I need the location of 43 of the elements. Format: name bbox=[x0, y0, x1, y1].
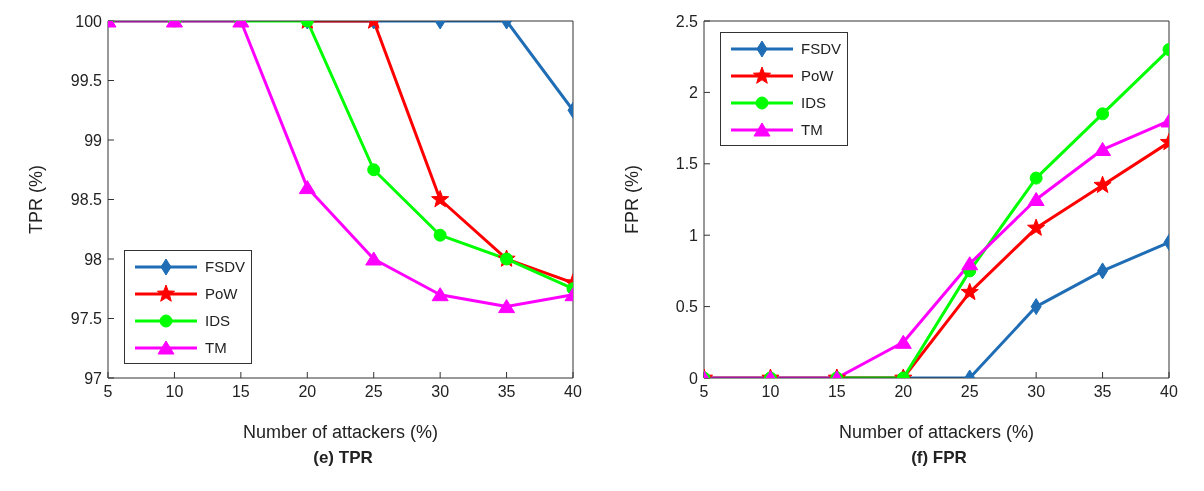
y-tick-label: 1 bbox=[689, 226, 699, 244]
x-tick-label: 20 bbox=[298, 383, 317, 401]
legend-label: PoW bbox=[205, 285, 238, 302]
legend-label: FSDV bbox=[801, 40, 842, 57]
y-tick-label: 98.5 bbox=[70, 191, 103, 209]
y-tick-label: 2 bbox=[689, 84, 699, 102]
x-tick-label: 15 bbox=[827, 383, 846, 401]
x-tick-label: 25 bbox=[960, 383, 979, 401]
legend-label: TM bbox=[801, 121, 823, 138]
legend-label: IDS bbox=[801, 94, 827, 111]
y-axis-title: TPR (%) bbox=[26, 165, 47, 234]
x-tick-label: 35 bbox=[497, 383, 516, 401]
legend-label: PoW bbox=[801, 67, 834, 84]
x-tick-label: 10 bbox=[165, 383, 184, 401]
text: (e) TPR bbox=[312, 448, 374, 468]
x-tick-label: 30 bbox=[1027, 383, 1046, 401]
y-tick-label: 100 bbox=[75, 12, 103, 30]
x-tick-label: 20 bbox=[894, 383, 913, 401]
y-tick-label: 1.5 bbox=[675, 155, 699, 173]
text: (f) FPR bbox=[910, 448, 968, 468]
x-tick-label: 40 bbox=[1160, 383, 1178, 401]
y-tick-label: 0.5 bbox=[675, 298, 699, 316]
x-axis-title: Number of attackers (%) bbox=[242, 422, 439, 442]
x-tick-label: 35 bbox=[1093, 383, 1112, 401]
y-tick-label: 99 bbox=[84, 131, 103, 149]
y-tick-label: 97 bbox=[84, 369, 103, 387]
y-tick-label: 97.5 bbox=[70, 310, 103, 328]
legend-label: TM bbox=[205, 339, 227, 356]
legend-label: FSDV bbox=[205, 258, 246, 275]
y-axis-title: FPR (%) bbox=[622, 165, 643, 234]
x-tick-label: 15 bbox=[231, 383, 250, 401]
legend-label: IDS bbox=[205, 312, 231, 329]
x-tick-label: 25 bbox=[364, 383, 383, 401]
x-axis-title: Number of attackers (%) bbox=[838, 422, 1035, 442]
x-tick-label: 40 bbox=[564, 383, 582, 401]
x-tick-label: 10 bbox=[761, 383, 780, 401]
x-tick-label: 5 bbox=[699, 383, 709, 401]
x-tick-label: 5 bbox=[103, 383, 113, 401]
y-tick-label: 0 bbox=[689, 369, 699, 387]
x-tick-label: 30 bbox=[431, 383, 450, 401]
y-tick-label: 98 bbox=[84, 250, 103, 268]
y-tick-label: 2.5 bbox=[675, 12, 699, 30]
y-tick-label: 99.5 bbox=[70, 72, 103, 90]
